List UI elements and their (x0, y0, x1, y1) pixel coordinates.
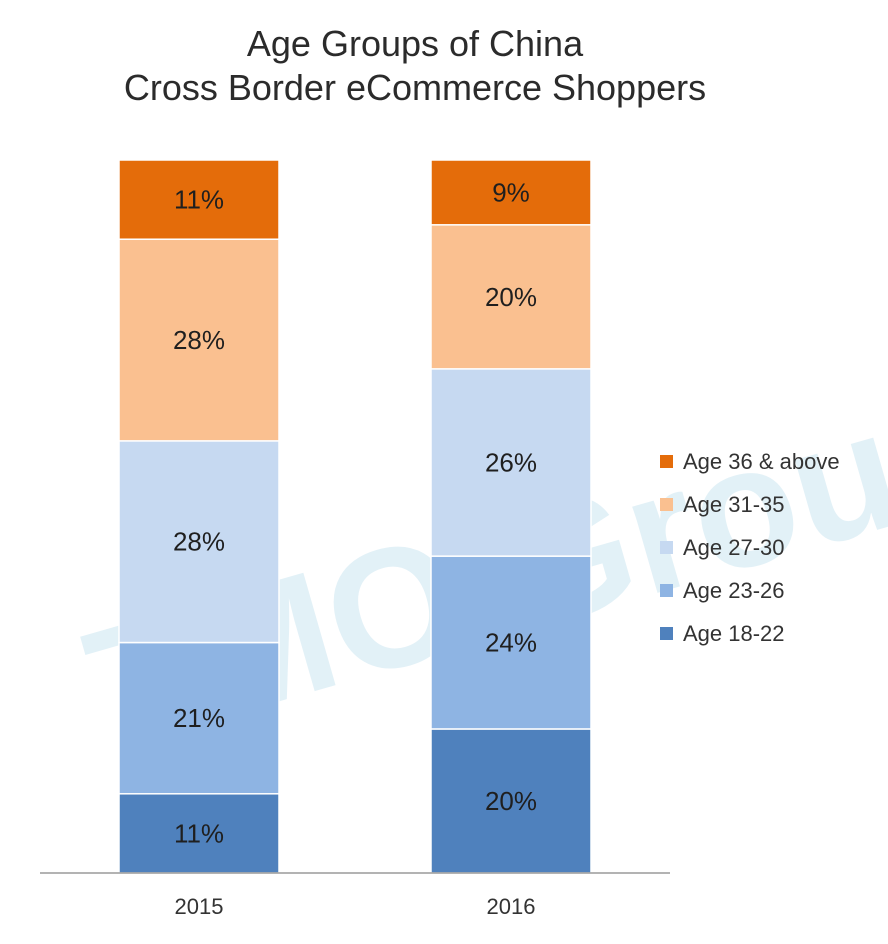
data-label-2015-age-18-22: 11% (174, 818, 224, 848)
chart-title-line-2: Cross Border eCommerce Shoppers (123, 67, 707, 108)
data-label-2016-age-36-above: 9% (492, 177, 530, 207)
legend-item-age-27-30: Age 27-30 (660, 526, 840, 569)
data-label-2015-age-23-26: 21% (173, 703, 225, 733)
bar-segment-2015-age-18-22 (118, 793, 280, 874)
bars-group: 11% 21% 28% 28% 11% 20% 24% 26% 20% 9% (118, 159, 592, 874)
data-label-2015-age-27-30: 28% (173, 527, 225, 557)
legend-item-age-31-35: Age 31-35 (660, 483, 840, 526)
legend-swatch (660, 455, 673, 468)
legend-label: Age 36 & above (683, 448, 840, 474)
legend-item-age-18-22: Age 18-22 (660, 612, 840, 655)
bar-segment-2015-age-27-30 (118, 440, 280, 644)
data-label-2015-age-31-35: 28% (173, 325, 225, 355)
data-label-2016-age-31-35: 20% (485, 282, 537, 312)
data-label-2016-age-23-26: 24% (485, 628, 537, 658)
bar-segment-2015-age-36-above (118, 159, 280, 240)
bar-segment-2016-age-23-26 (430, 555, 592, 730)
bar-segment-2016-age-31-35 (430, 224, 592, 370)
legend-label: Age 18-22 (683, 620, 785, 646)
data-label-2016-age-18-22: 20% (485, 786, 537, 816)
chart-title-line-1: Age Groups of China (246, 23, 584, 64)
bar-segment-2015-age-23-26 (118, 641, 280, 795)
legend-swatch (660, 498, 673, 511)
legend-swatch (660, 627, 673, 640)
x-axis-ticks: 2015 2016 (175, 894, 536, 919)
x-tick-label-2015: 2015 (175, 894, 224, 919)
data-label-2015-age-36-above: 11% (174, 185, 224, 215)
bar-segment-2015-age-31-35 (118, 238, 280, 442)
x-tick-label-2016: 2016 (487, 894, 536, 919)
bar-segment-2016-age-36-above (430, 159, 592, 226)
legend-label: Age 31-35 (683, 491, 785, 517)
bar-segment-2016-age-18-22 (430, 728, 592, 874)
legend-item-age-36-above: Age 36 & above (660, 440, 840, 483)
legend-label: Age 23-26 (683, 577, 785, 603)
legend-label: Age 27-30 (683, 534, 785, 560)
chart-title: Age Groups of China Cross Border eCommer… (0, 22, 830, 110)
bar-segment-2016-age-27-30 (430, 368, 592, 557)
legend: Age 36 & above Age 31-35 Age 27-30 Age 23-2… (660, 440, 840, 655)
legend-item-age-23-26: Age 23-26 (660, 569, 840, 612)
legend-swatch (660, 541, 673, 554)
legend-swatch (660, 584, 673, 597)
data-label-2016-age-27-30: 26% (485, 447, 537, 477)
